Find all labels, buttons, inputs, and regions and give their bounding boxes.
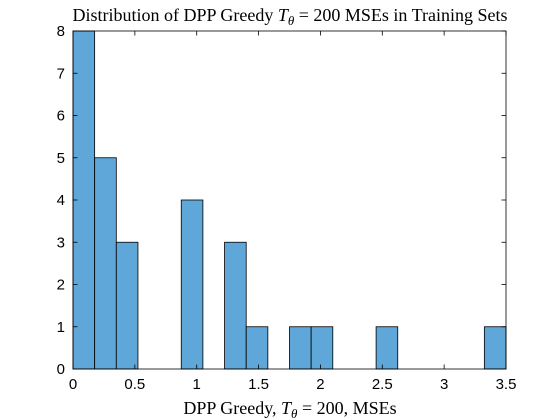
histogram-bar xyxy=(224,241,247,370)
y-tick-label: 0 xyxy=(57,361,65,378)
x-tick-label: 2.5 xyxy=(372,376,393,393)
y-tick-label: 5 xyxy=(57,150,65,167)
histogram-bar xyxy=(115,241,139,370)
x-axis-label: DPP Greedy, Tθ = 200, MSEs xyxy=(183,398,396,420)
y-tick-label: 7 xyxy=(57,65,65,82)
chart-title: Distribution of DPP Greedy Tθ = 200 MSEs… xyxy=(73,5,508,28)
histogram-bar xyxy=(94,157,117,370)
y-tick-label: 3 xyxy=(57,234,65,251)
y-tick-label: 2 xyxy=(57,277,65,294)
x-tick-label: 0 xyxy=(69,376,77,393)
x-tick-label: 1 xyxy=(193,376,201,393)
histogram-bar xyxy=(375,326,399,370)
x-tick-label: 3.5 xyxy=(496,376,517,393)
histogram-bar xyxy=(289,326,312,370)
y-tick-label: 1 xyxy=(57,319,65,336)
axes-box xyxy=(72,30,507,370)
y-tick-label: 6 xyxy=(57,108,65,125)
y-tick-label: 8 xyxy=(57,23,65,40)
histogram-bar xyxy=(245,326,269,370)
histogram-bar xyxy=(310,326,334,370)
x-tick-label: 0.5 xyxy=(124,376,145,393)
bars-layer xyxy=(72,30,507,370)
x-tick-label: 2 xyxy=(316,376,324,393)
histogram-bar xyxy=(483,326,507,370)
histogram-bar xyxy=(180,199,204,370)
x-tick-label: 1.5 xyxy=(248,376,269,393)
tick-labels-layer: 0 0.5 1 1.5 2 2.5 3 3.5 0 1 2 3 4 5 6 7 8 xyxy=(57,23,517,393)
y-tick-label: 4 xyxy=(57,192,65,209)
x-tick-label: 3 xyxy=(440,376,448,393)
